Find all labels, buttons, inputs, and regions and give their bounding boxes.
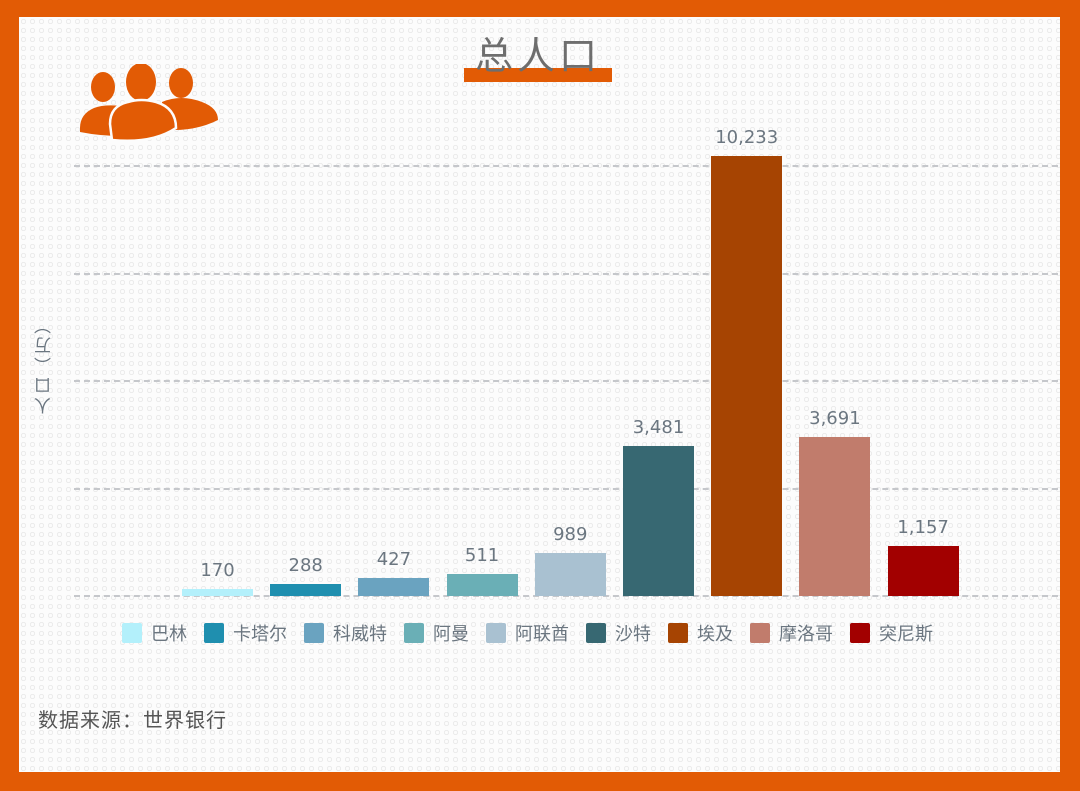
- legend-item[interactable]: 摩洛哥: [750, 620, 833, 646]
- legend-label: 科威特: [333, 624, 387, 645]
- legend-label: 摩洛哥: [779, 624, 833, 645]
- bar-8[interactable]: [887, 546, 959, 596]
- bar-7[interactable]: [799, 437, 871, 596]
- bar-5[interactable]: [623, 446, 694, 596]
- bar-4[interactable]: [534, 553, 606, 596]
- legend-item[interactable]: 突尼斯: [850, 620, 933, 646]
- legend-item[interactable]: 卡塔尔: [204, 620, 287, 646]
- legend-label: 巴林: [151, 624, 187, 645]
- title-underline-bar: [464, 68, 612, 82]
- legend-swatch: [486, 623, 506, 643]
- legend-swatch: [750, 623, 770, 643]
- chart-panel: [19, 17, 1060, 772]
- legend-swatch: [586, 623, 606, 643]
- legend-label: 突尼斯: [879, 624, 933, 645]
- legend-item[interactable]: 阿联酋: [486, 620, 569, 646]
- bar-0[interactable]: [182, 588, 253, 596]
- legend-item[interactable]: 埃及: [668, 620, 733, 646]
- legend-swatch: [668, 623, 688, 643]
- legend-swatch: [204, 623, 224, 643]
- legend-item[interactable]: 科威特: [304, 620, 387, 646]
- legend-swatch: [304, 623, 324, 643]
- legend-swatch: [850, 623, 870, 643]
- people-group-icon: [80, 64, 218, 143]
- legend-swatch: [122, 623, 142, 643]
- legend-label: 沙特: [615, 624, 651, 645]
- chart-title: 总人口: [474, 34, 601, 78]
- legend-label: 阿联酋: [515, 624, 569, 645]
- legend-label: 埃及: [697, 624, 733, 645]
- legend-item[interactable]: 巴林: [122, 620, 187, 646]
- legend-item[interactable]: 沙特: [586, 620, 651, 646]
- bar-6[interactable]: [711, 155, 783, 596]
- bar-1[interactable]: [270, 583, 342, 596]
- y-axis-label: 人口（万）: [35, 314, 55, 414]
- legend-label: 卡塔尔: [233, 624, 287, 645]
- chart-title-block: 总人口: [464, 30, 612, 82]
- legend-label: 阿曼: [433, 624, 469, 645]
- legend-item[interactable]: 阿曼: [404, 620, 469, 646]
- bar-2[interactable]: [358, 577, 430, 596]
- data-source-note: 数据来源：世界银行: [38, 708, 227, 732]
- legend: 巴林 卡塔尔 科威特 阿曼 阿联酋 沙特 埃及 摩洛哥 突尼斯: [122, 620, 950, 646]
- bar-3[interactable]: [446, 574, 518, 596]
- legend-swatch: [404, 623, 424, 643]
